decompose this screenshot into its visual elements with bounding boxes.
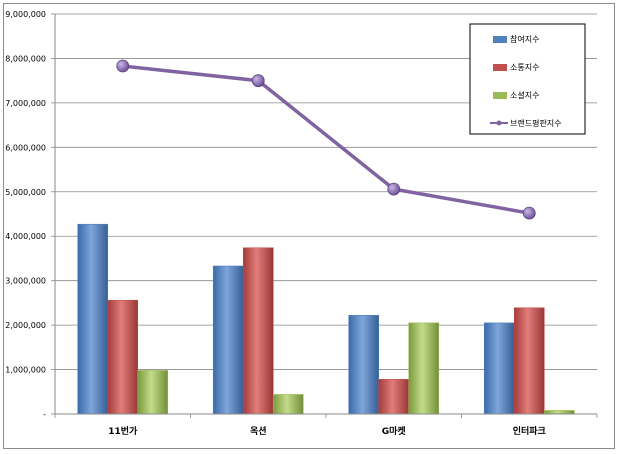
y-tick-label: 3,000,000 [5, 277, 46, 286]
y-tick-label: - [43, 410, 46, 419]
y-tick-label: 4,000,000 [5, 232, 46, 241]
bar-1-1 [77, 223, 109, 415]
bar-1-3 [348, 315, 380, 415]
legend-swatch-1 [493, 36, 507, 43]
y-tick-label: 1,000,000 [5, 366, 46, 375]
line-point-1 [116, 59, 130, 73]
bar-3-1 [137, 370, 169, 415]
x-category-label: G마켓 [382, 425, 407, 437]
y-tick-label: 8,000,000 [5, 54, 46, 63]
y-tick-label: 6,000,000 [5, 143, 46, 152]
bar-1-2 [212, 265, 244, 415]
x-category-label: 옥션 [250, 425, 267, 437]
y-tick-label: 7,000,000 [5, 99, 46, 108]
bar-3-3 [408, 322, 440, 415]
legend-label-1: 참여지수 [510, 34, 539, 44]
legend-label-4: 브랜드평판지수 [510, 118, 562, 128]
bar-2-1 [107, 299, 139, 415]
bar-3-2 [272, 394, 304, 415]
legend-swatch-marker [496, 120, 502, 126]
y-tick-label: 2,000,000 [5, 321, 46, 330]
legend-label-2: 소통지수 [510, 63, 539, 72]
bar-2-4 [513, 307, 545, 415]
x-category-label: 11번가 [108, 425, 138, 437]
legend-swatch-3 [493, 92, 507, 99]
line-point-2 [251, 74, 265, 88]
bar-2-3 [378, 379, 410, 415]
legend-box [469, 23, 586, 135]
legend-label-3: 소셜지수 [510, 91, 539, 100]
line-point-4 [522, 206, 536, 220]
x-category-label: 인터파크 [513, 425, 546, 437]
bar-1-4 [483, 322, 515, 415]
bar-2-2 [242, 247, 274, 415]
line-point-3 [387, 182, 401, 196]
series-line [122, 64, 530, 215]
legend-swatch-2 [493, 64, 507, 71]
y-tick-label: 5,000,000 [5, 188, 46, 197]
y-tick-label: 9,000,000 [5, 10, 46, 19]
bar-3-4 [543, 410, 575, 415]
